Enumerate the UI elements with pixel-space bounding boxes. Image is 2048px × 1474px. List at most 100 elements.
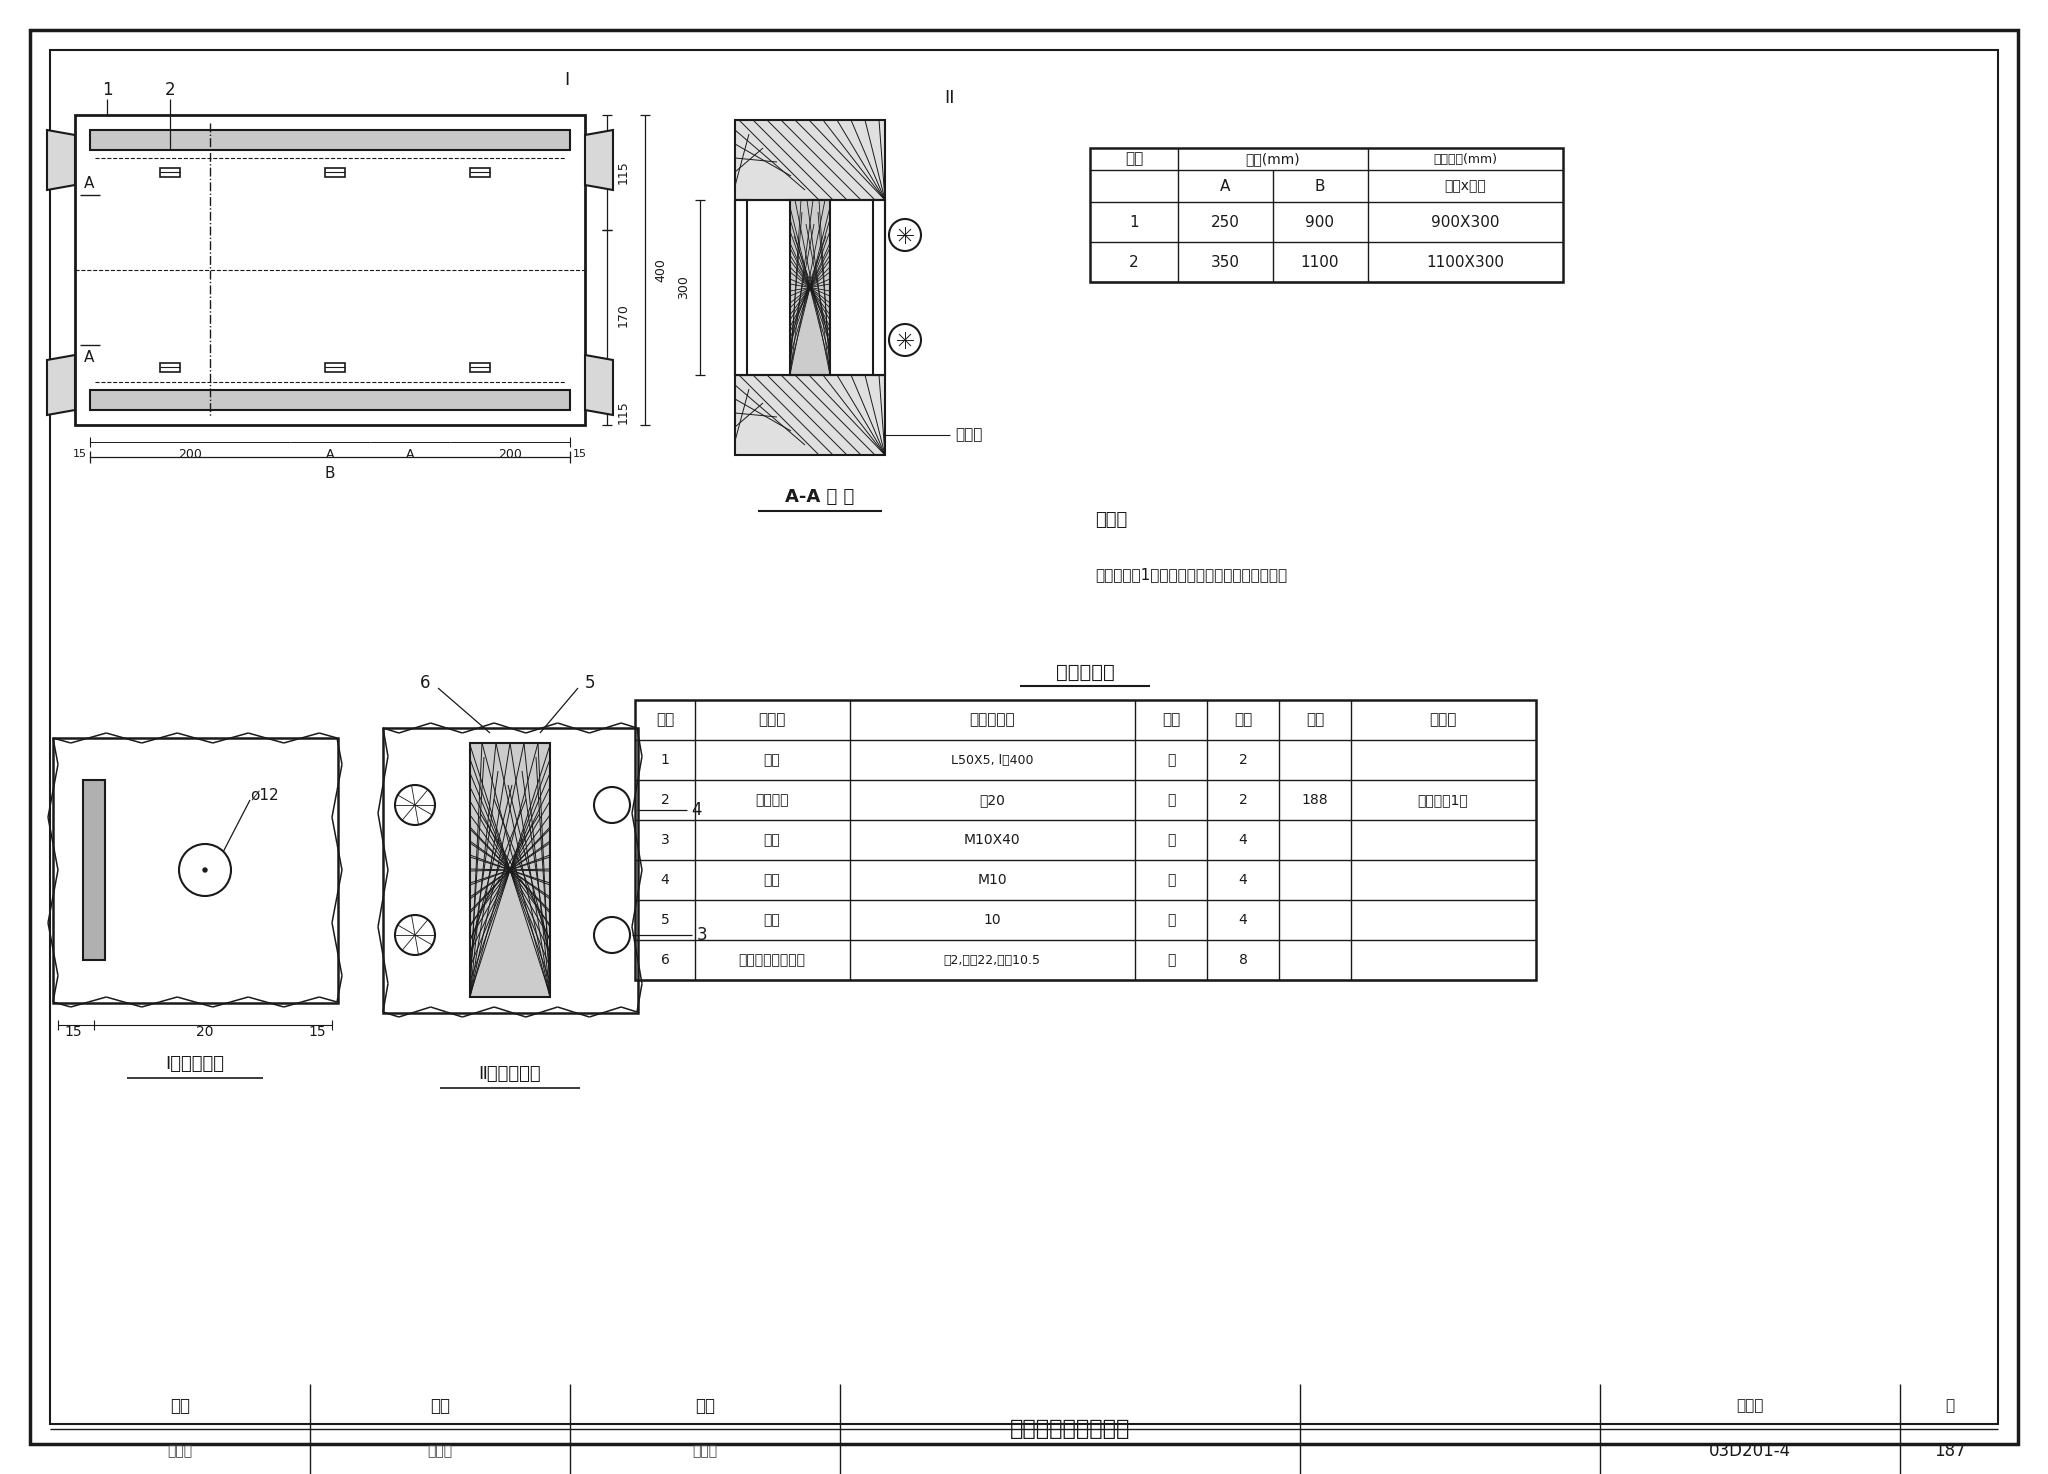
Text: 型式: 型式 — [1124, 152, 1143, 167]
Text: 170: 170 — [616, 304, 629, 327]
Text: 角钢: 角钢 — [764, 753, 780, 766]
Text: 螺栓: 螺栓 — [764, 833, 780, 848]
Text: 15: 15 — [573, 450, 588, 458]
Text: 5: 5 — [662, 912, 670, 927]
Text: 115: 115 — [616, 401, 629, 425]
Text: A: A — [84, 175, 94, 190]
Text: 设计: 设计 — [694, 1397, 715, 1415]
Text: 2: 2 — [662, 793, 670, 806]
Text: 审核: 审核 — [170, 1397, 190, 1415]
Circle shape — [203, 868, 207, 873]
Circle shape — [889, 220, 922, 251]
Text: 备　注: 备 注 — [1430, 712, 1456, 728]
Bar — [76, 115, 586, 425]
Text: 个: 个 — [1167, 954, 1176, 967]
Text: 厚2,外径22,内径10.5: 厚2,外径22,内径10.5 — [944, 954, 1040, 967]
Text: 说明：: 说明： — [1096, 511, 1126, 529]
Text: 上、下各1块: 上、下各1块 — [1417, 793, 1468, 806]
Text: 300: 300 — [678, 276, 690, 299]
Text: 数量: 数量 — [1233, 712, 1251, 728]
Text: 900X300: 900X300 — [1432, 215, 1499, 230]
Text: 400: 400 — [655, 258, 668, 282]
Circle shape — [889, 324, 922, 357]
Text: 900: 900 — [1305, 215, 1335, 230]
Bar — [872, 200, 885, 374]
Text: 个: 个 — [1167, 833, 1176, 848]
Text: II: II — [944, 88, 954, 108]
Text: 4: 4 — [1239, 912, 1247, 927]
Polygon shape — [47, 130, 76, 190]
Bar — [383, 728, 639, 1013]
Text: 名　称: 名 称 — [758, 712, 786, 728]
Bar — [1090, 147, 1563, 282]
Text: （宽x高）: （宽x高） — [1444, 178, 1487, 193]
Text: 型号及规格: 型号及规格 — [969, 712, 1016, 728]
Bar — [326, 168, 344, 177]
Text: 明　细　表: 明 细 表 — [1055, 662, 1114, 681]
Circle shape — [395, 915, 434, 955]
Text: Ⅰ局部放大图: Ⅰ局部放大图 — [166, 1055, 225, 1073]
Text: 编号: 编号 — [655, 712, 674, 728]
Text: 6: 6 — [420, 674, 430, 691]
Text: Ⅱ局部放大图: Ⅱ局部放大图 — [479, 1066, 541, 1083]
Circle shape — [594, 917, 631, 954]
Text: L50X5, l＝400: L50X5, l＝400 — [950, 753, 1034, 766]
Text: 03D201-4: 03D201-4 — [1708, 1442, 1792, 1461]
Bar — [90, 130, 569, 150]
Text: 1100: 1100 — [1300, 255, 1339, 270]
Text: 5: 5 — [586, 674, 596, 691]
Text: B: B — [326, 466, 336, 481]
Bar — [791, 200, 829, 374]
Circle shape — [594, 787, 631, 822]
Bar — [635, 700, 1536, 980]
Text: A: A — [1221, 178, 1231, 193]
Text: 角钢（零件1）与洞口预埋件的固定采用焊接。: 角钢（零件1）与洞口预埋件的固定采用焊接。 — [1096, 567, 1286, 582]
Polygon shape — [586, 355, 612, 416]
Text: 3: 3 — [696, 926, 707, 943]
Text: 螺母: 螺母 — [764, 873, 780, 887]
Text: 页: 页 — [1946, 1399, 1954, 1414]
Text: 张时良: 张时良 — [428, 1445, 453, 1458]
Text: 多描写: 多描写 — [168, 1445, 193, 1458]
Text: 2: 2 — [164, 81, 176, 99]
Text: 187: 187 — [1933, 1442, 1966, 1461]
Text: 2: 2 — [1239, 793, 1247, 806]
Bar — [735, 374, 885, 455]
Text: 墙洞尺寸(mm): 墙洞尺寸(mm) — [1434, 152, 1497, 165]
Text: 3: 3 — [662, 833, 670, 848]
Text: 沈茂锄: 沈茂锄 — [692, 1445, 717, 1458]
Text: 1: 1 — [1128, 215, 1139, 230]
Bar — [735, 200, 748, 374]
Text: 350: 350 — [1210, 255, 1239, 270]
Text: 2: 2 — [1128, 255, 1139, 270]
Text: M10X40: M10X40 — [965, 833, 1020, 848]
Text: B: B — [1315, 178, 1325, 193]
Text: A: A — [326, 448, 334, 460]
Text: 尺寸(mm): 尺寸(mm) — [1245, 152, 1300, 167]
Text: 块: 块 — [1167, 793, 1176, 806]
Text: 垫圈: 垫圈 — [764, 912, 780, 927]
Circle shape — [395, 786, 434, 825]
Text: 250: 250 — [1210, 215, 1239, 230]
Text: 200: 200 — [178, 448, 203, 460]
Bar — [469, 168, 489, 177]
Bar — [160, 363, 180, 371]
Text: 15: 15 — [63, 1024, 82, 1039]
Text: 10: 10 — [983, 912, 1001, 927]
Text: 15: 15 — [74, 450, 86, 458]
Text: 橡胶或石棉纸垫圈: 橡胶或石棉纸垫圈 — [739, 954, 805, 967]
Text: 4: 4 — [1239, 833, 1247, 848]
Text: 个: 个 — [1167, 912, 1176, 927]
Bar — [84, 780, 104, 960]
Text: 15: 15 — [307, 1024, 326, 1039]
Circle shape — [178, 845, 231, 896]
Text: I: I — [565, 71, 569, 88]
Polygon shape — [586, 130, 612, 190]
Text: ø12: ø12 — [250, 787, 279, 802]
Text: M10: M10 — [977, 873, 1008, 887]
Bar — [90, 391, 569, 410]
Text: 6: 6 — [662, 954, 670, 967]
Text: 页次: 页次 — [1307, 712, 1325, 728]
Text: 1100X300: 1100X300 — [1425, 255, 1503, 270]
Text: 单位: 单位 — [1161, 712, 1180, 728]
